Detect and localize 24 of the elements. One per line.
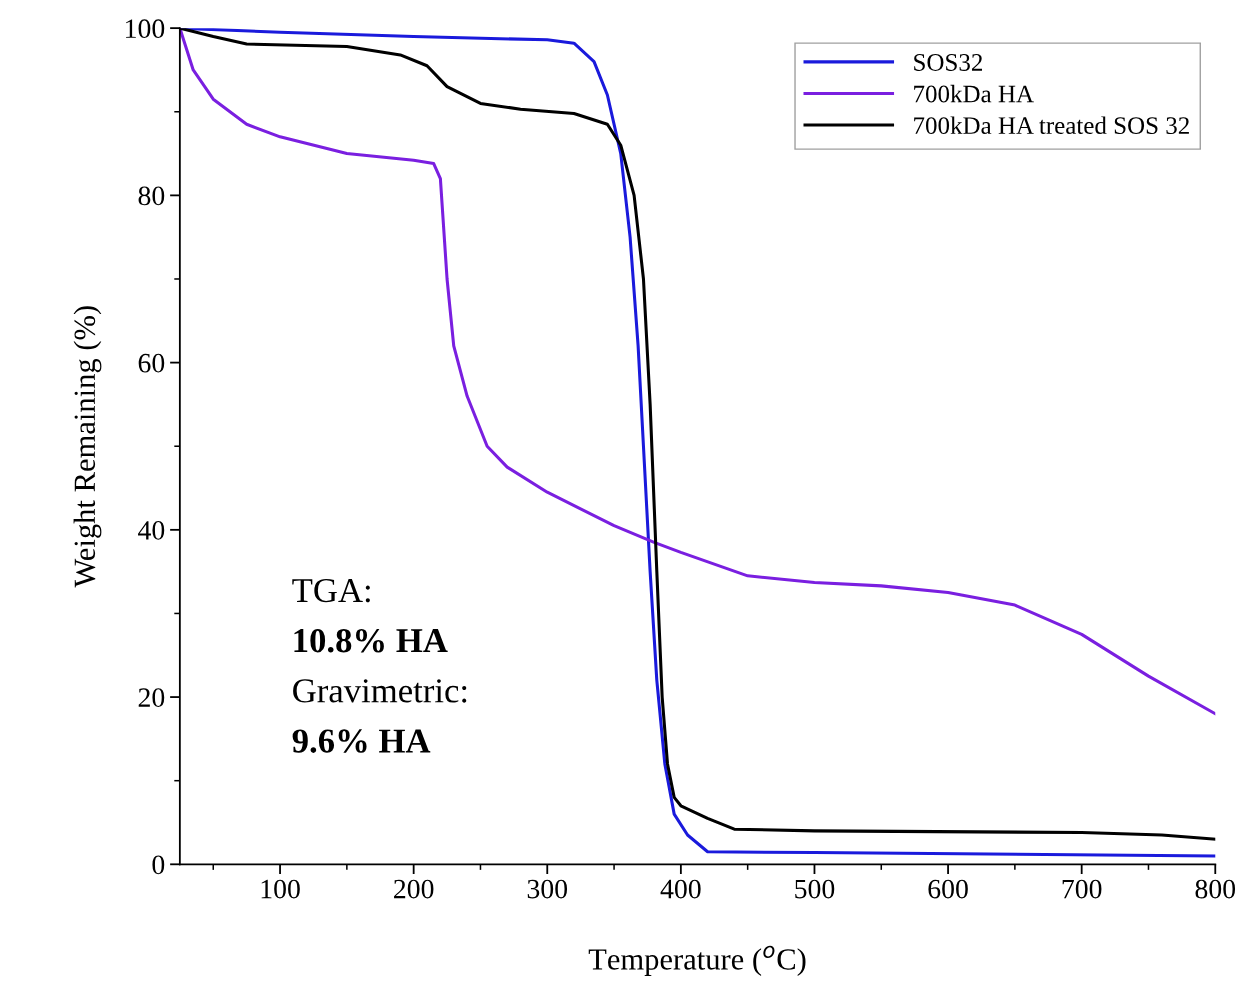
x-tick-label: 600 <box>928 879 968 899</box>
x-tick-label: 100 <box>261 879 300 899</box>
annotation: TGA: <box>292 578 370 603</box>
x-tick-label: 500 <box>795 879 835 899</box>
x-tick-label: 800 <box>1195 879 1236 899</box>
x-axis-title: Temperature ($^{o}$C) <box>588 945 806 976</box>
legend-label: SOS32 <box>914 54 983 71</box>
y-tick-label: 80 <box>138 186 165 206</box>
annotation: Gravimetric: <box>293 679 467 703</box>
x-tick-label: 400 <box>660 879 701 899</box>
annotation: 9.6% HA <box>292 729 431 753</box>
y-tick-label: 20 <box>138 688 165 707</box>
x-tick-label: 300 <box>527 879 568 899</box>
legend-label: 700kDa HA treated SOS 32 <box>914 116 1189 135</box>
y-axis-title: Weight Remaining (%) <box>73 306 102 588</box>
annotation: 10.8% HA <box>294 628 448 653</box>
y-tick-label: 100 <box>126 19 165 39</box>
x-tick-label: 200 <box>394 879 434 899</box>
y-tick-label: 60 <box>138 353 165 373</box>
legend-label: 700kDa HA <box>914 84 1034 103</box>
x-tick-label: 700 <box>1062 879 1102 899</box>
line-series <box>179 28 1216 716</box>
y-tick-label: 0 <box>152 855 165 875</box>
y-tick-label: 40 <box>138 521 165 540</box>
